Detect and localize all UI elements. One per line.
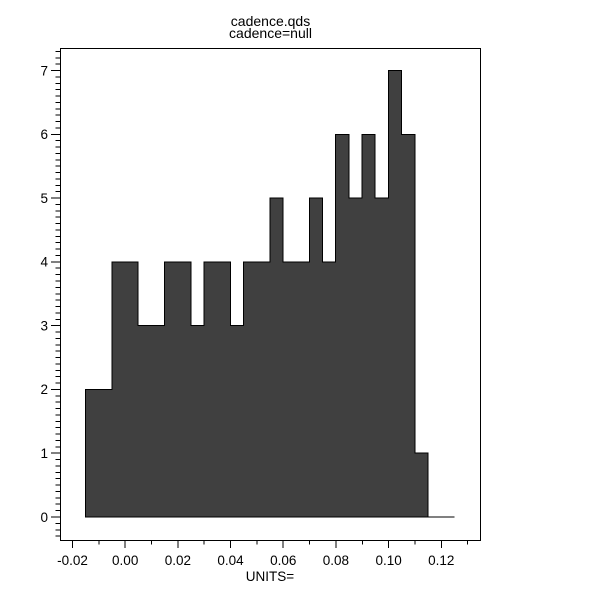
svg-text:cadence=null: cadence=null — [229, 25, 312, 41]
svg-text:-0.02: -0.02 — [57, 553, 88, 568]
svg-text:cadence.qds: cadence.qds — [231, 13, 310, 29]
svg-text:5: 5 — [40, 191, 48, 206]
svg-text:0: 0 — [40, 510, 48, 525]
svg-text:6: 6 — [40, 127, 48, 142]
svg-text:0.12: 0.12 — [428, 553, 454, 568]
svg-text:0.06: 0.06 — [270, 553, 296, 568]
svg-text:0.00: 0.00 — [112, 553, 138, 568]
svg-text:0.10: 0.10 — [375, 553, 401, 568]
svg-text:4: 4 — [40, 255, 48, 270]
svg-text:1: 1 — [40, 446, 48, 461]
svg-text:3: 3 — [40, 318, 48, 333]
svg-text:0.04: 0.04 — [217, 553, 244, 568]
svg-text:2: 2 — [40, 382, 48, 397]
svg-text:7: 7 — [40, 63, 48, 78]
svg-text:0.08: 0.08 — [323, 553, 349, 568]
svg-text:UNITS=: UNITS= — [246, 569, 295, 584]
svg-text:0.02: 0.02 — [165, 553, 191, 568]
